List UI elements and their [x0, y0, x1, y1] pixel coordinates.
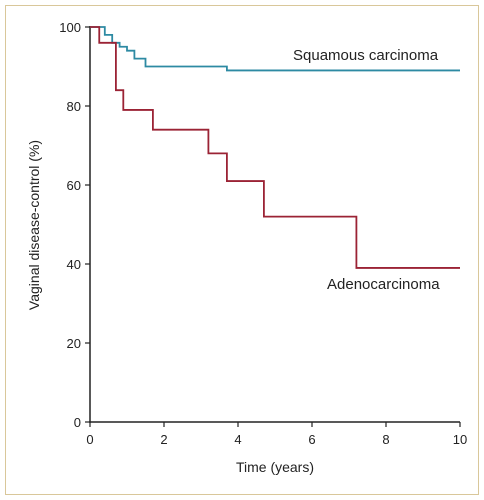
figure-frame — [5, 5, 479, 495]
y-tick-label: 100 — [59, 20, 81, 35]
x-tick-label: 10 — [453, 432, 467, 447]
x-tick-label: 2 — [160, 432, 167, 447]
y-axis-title: Vaginal disease-control (%) — [26, 140, 42, 310]
squamous-series-label: Squamous carcinoma — [293, 47, 439, 64]
y-tick-label: 60 — [67, 178, 81, 193]
x-tick-label: 0 — [86, 432, 93, 447]
y-tick-label: 20 — [67, 336, 81, 351]
tick-marks — [85, 26, 461, 427]
x-axis-title: Time (years) — [236, 459, 314, 475]
series-lines — [90, 26, 460, 269]
x-tick-label: 6 — [308, 432, 315, 447]
adeno-series-label: Adenocarcinoma — [327, 276, 440, 293]
axes — [89, 26, 460, 423]
squamous-carcinoma-line — [90, 26, 460, 72]
y-tick-label: 0 — [74, 415, 81, 430]
x-tick-label: 4 — [234, 432, 241, 447]
x-tick-label: 8 — [382, 432, 389, 447]
adenocarcinoma-line — [90, 26, 460, 269]
y-tick-label: 80 — [67, 99, 81, 114]
y-tick-label: 40 — [67, 257, 81, 272]
